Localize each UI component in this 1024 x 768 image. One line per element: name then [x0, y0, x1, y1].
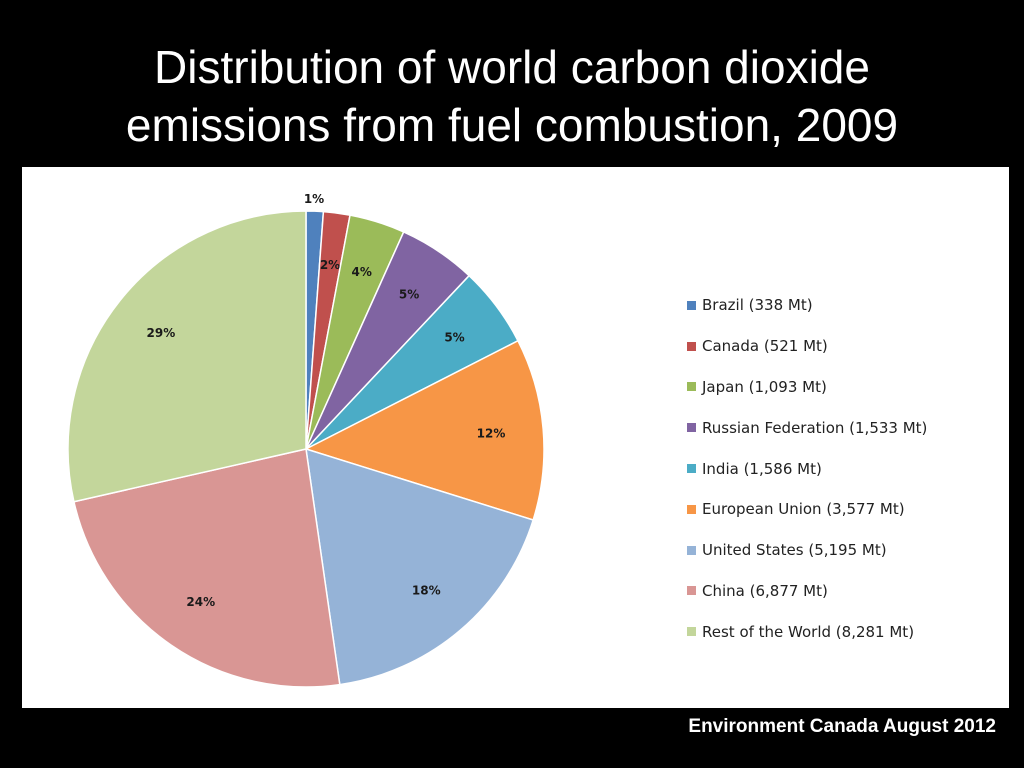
- legend-label: Rest of the World (8,281 Mt): [702, 622, 915, 641]
- legend-swatch: [687, 382, 696, 392]
- pie-slice-european-union: [304, 339, 545, 521]
- legend-label: China (6,877 Mt): [702, 581, 828, 600]
- legend-item-india: India (1,586 Mt): [687, 448, 1007, 489]
- legend-item-russian-federation: Russian Federation (1,533 Mt): [687, 407, 1007, 448]
- pie-label-rest-of-the-world: 29%: [147, 326, 176, 340]
- chart-legend: Brazil (338 Mt) Canada (521 Mt) Japan (1,0…: [687, 285, 1007, 652]
- pie-slice-united-states: [305, 447, 535, 686]
- chart-panel: 1% 2% 4% 5% 5% 12% 18% 24% 29% Brazil (338 Mt) Ca…: [22, 167, 1009, 708]
- legend-swatch: [687, 300, 696, 310]
- legend-swatch: [687, 627, 696, 637]
- legend-label: European Union (3,577 Mt): [702, 500, 905, 519]
- legend-item-brazil: Brazil (338 Mt): [687, 285, 1007, 326]
- legend-swatch: [687, 464, 696, 474]
- legend-label: United States (5,195 Mt): [702, 541, 887, 560]
- legend-item-japan: Japan (1,093 Mt): [687, 367, 1007, 408]
- slide-title: Distribution of world carbon dioxide emi…: [0, 38, 1024, 154]
- legend-swatch: [687, 504, 696, 514]
- pie-label-russian-federation: 5%: [399, 288, 419, 302]
- legend-label: Canada (521 Mt): [702, 337, 828, 356]
- pie-slice-china: [73, 448, 341, 688]
- source-credit: Environment Canada August 2012: [688, 716, 996, 737]
- legend-label: Russian Federation (1,533 Mt): [702, 418, 928, 437]
- legend-item-china: China (6,877 Mt): [687, 571, 1007, 612]
- pie-chart: 1% 2% 4% 5% 5% 12% 18% 24% 29%: [67, 192, 545, 688]
- pie-label-japan: 4%: [352, 265, 372, 279]
- legend-label: Japan (1,093 Mt): [702, 377, 827, 396]
- legend-swatch: [687, 545, 696, 555]
- legend-label: India (1,586 Mt): [702, 459, 822, 478]
- pie-slice-rest-of-the-world: [67, 210, 307, 503]
- legend-swatch: [687, 586, 696, 596]
- slide-title-line-1: Distribution of world carbon dioxide: [154, 41, 870, 93]
- legend-label: Brazil (338 Mt): [702, 296, 813, 315]
- legend-swatch: [687, 341, 696, 351]
- pie-label-united-states: 18%: [412, 583, 441, 597]
- legend-item-united-states: United States (5,195 Mt): [687, 530, 1007, 571]
- pie-label-canada: 2%: [320, 258, 340, 272]
- legend-item-rest-of-the-world: Rest of the World (8,281 Mt): [687, 611, 1007, 652]
- legend-swatch: [687, 423, 696, 433]
- legend-item-european-union: European Union (3,577 Mt): [687, 489, 1007, 530]
- pie-label-india: 5%: [444, 331, 464, 345]
- pie-label-brazil: 1%: [304, 192, 324, 206]
- pie-label-european-union: 12%: [477, 426, 506, 440]
- slide-title-line-2: emissions from fuel combustion, 2009: [125, 99, 899, 151]
- legend-item-canada: Canada (521 Mt): [687, 326, 1007, 367]
- pie-label-china: 24%: [186, 595, 215, 609]
